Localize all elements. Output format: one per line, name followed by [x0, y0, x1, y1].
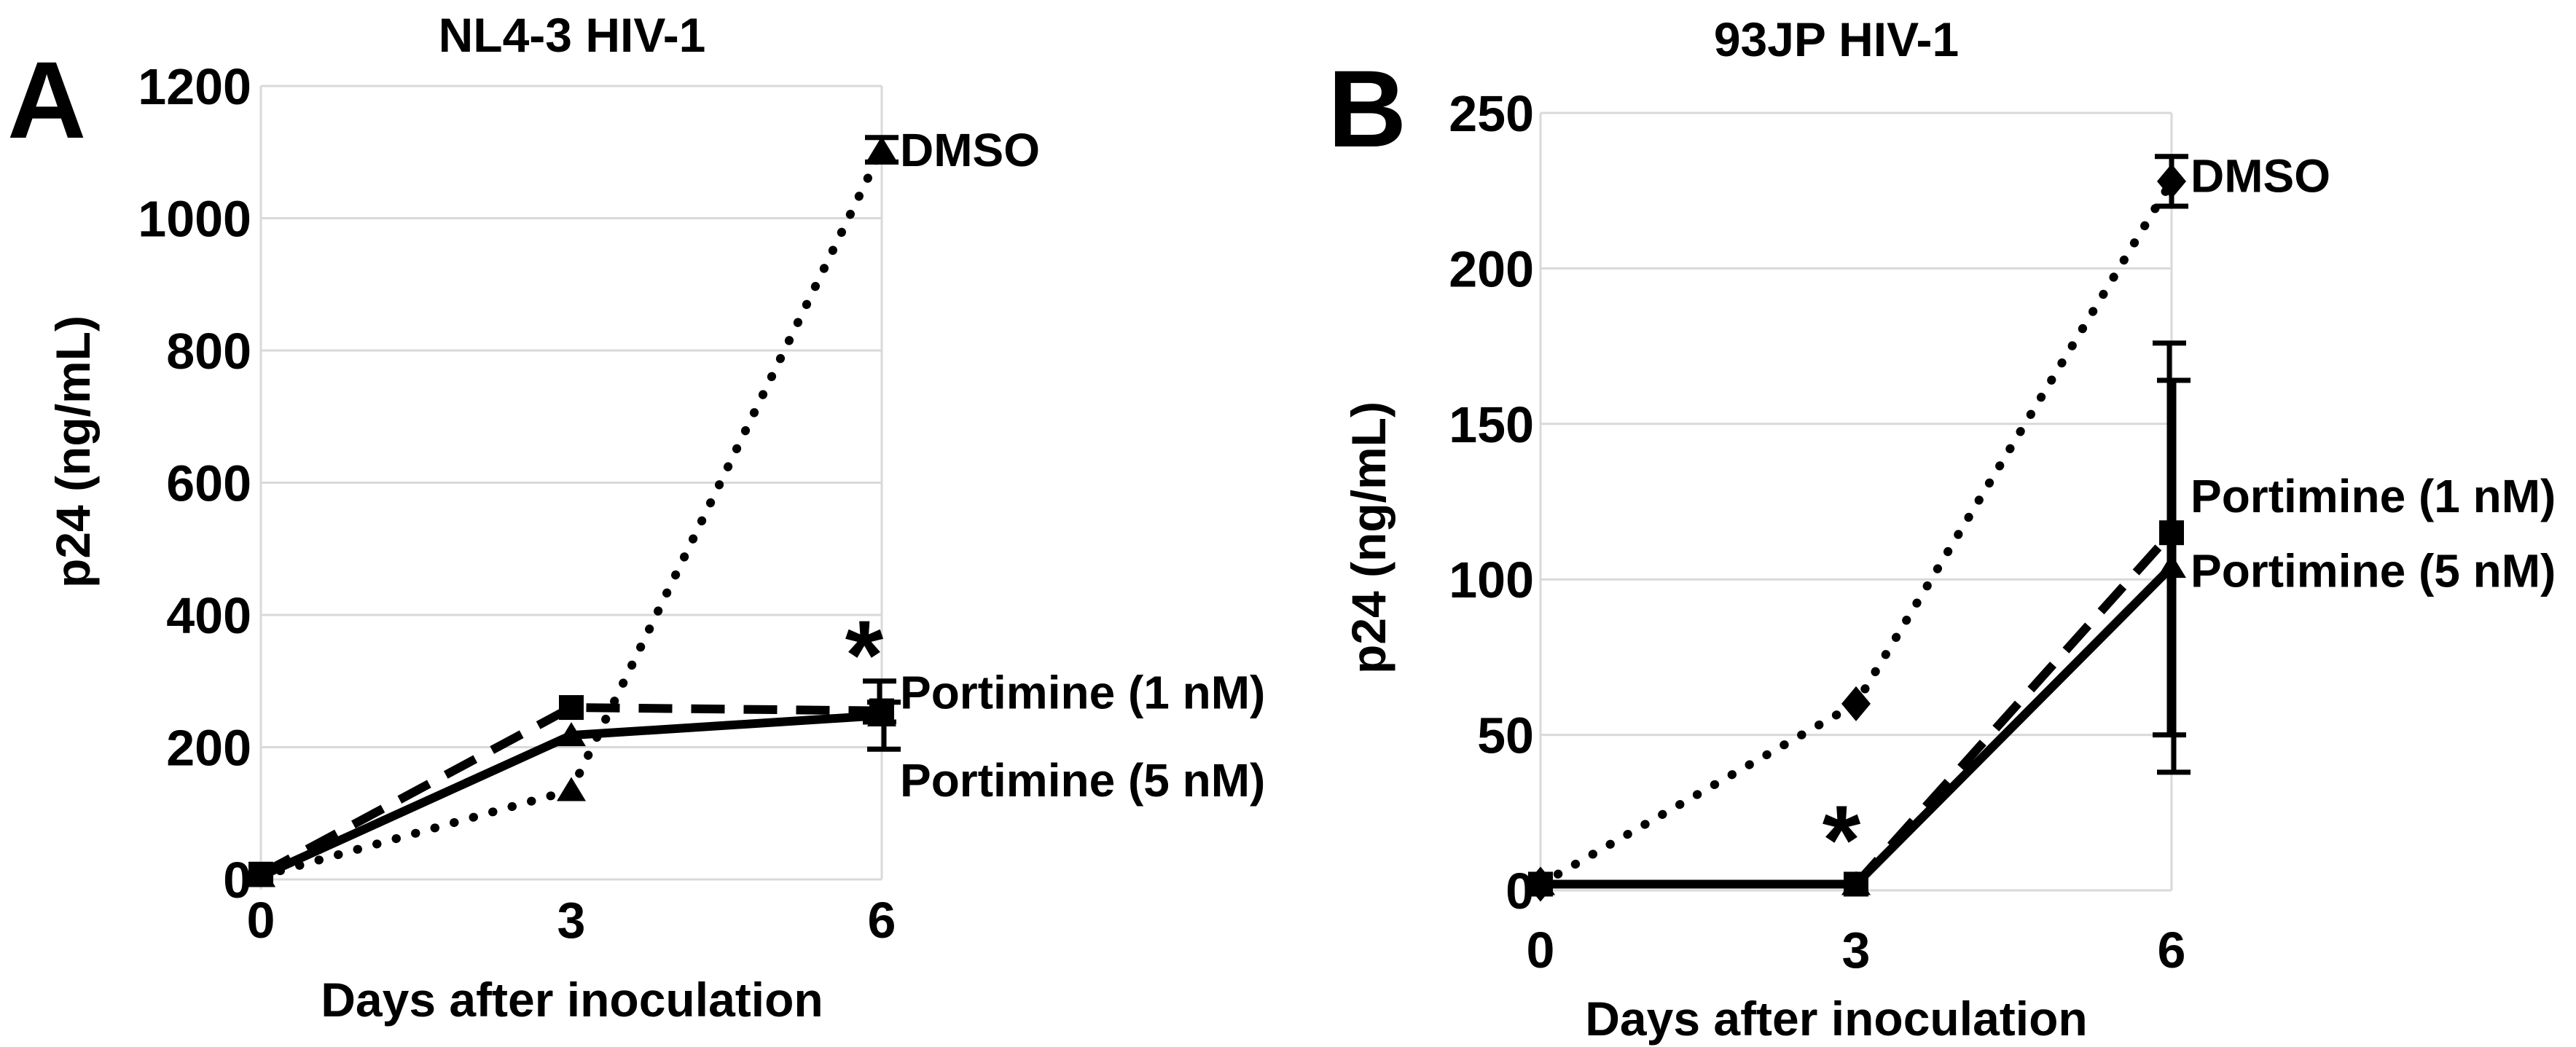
- panel-letter-b: B: [1328, 47, 1407, 170]
- x-axis-title-b: Days after inoculation: [1585, 992, 2088, 1046]
- marker-triangle: [867, 136, 896, 161]
- significance-asterisk: *: [845, 600, 884, 710]
- series-line-dmso: [1536, 176, 2176, 889]
- x-tick-label: 6: [2158, 922, 2186, 979]
- y-tick-label: 200: [166, 720, 251, 777]
- y-axis-title-a: p24 (ng/mL): [46, 315, 100, 588]
- y-tick-label: 1000: [138, 191, 251, 248]
- x-tick-label: 3: [1842, 922, 1871, 979]
- x-tick-label: 0: [1527, 922, 1555, 979]
- marker-square: [248, 861, 273, 887]
- panel-letter-a: A: [7, 39, 87, 161]
- y-tick-label: 250: [1449, 85, 1534, 142]
- series-line-dmso: [257, 145, 886, 881]
- series-label-portimine-1-nm: Portimine (1 nM): [900, 666, 1265, 718]
- marker-triangle: [557, 722, 586, 747]
- y-tick-label: 1200: [138, 58, 251, 115]
- chart-title-b: 93JP HIV-1: [1713, 12, 1960, 66]
- chart-title-a: NL4-3 HIV-1: [438, 8, 706, 62]
- y-tick-label: 0: [223, 852, 251, 909]
- marker-square: [1844, 871, 1868, 897]
- marker-triangle: [557, 777, 586, 801]
- series-label-portimine-1-nm: Portimine (1 nM): [2191, 470, 2556, 522]
- marker-diamond: [2157, 163, 2186, 199]
- y-axis-title-b: p24 (ng/mL): [1342, 401, 1395, 674]
- series-label-portimine-5-nm: Portimine (5 nM): [900, 754, 1265, 807]
- y-tick-label: 200: [1449, 240, 1534, 297]
- marker-triangle: [2157, 554, 2186, 579]
- x-tick-label: 3: [557, 892, 586, 949]
- marker-square: [869, 698, 894, 724]
- series-label-dmso: DMSO: [2191, 149, 2330, 202]
- y-tick-label: 400: [166, 587, 251, 644]
- x-tick-label: 0: [247, 892, 275, 949]
- marker-square: [2159, 520, 2184, 546]
- y-tick-label: 50: [1477, 707, 1534, 764]
- y-tick-label: 800: [166, 323, 251, 380]
- series-label-portimine-5-nm: Portimine (5 nM): [2191, 544, 2556, 597]
- x-axis-title-a: Days after inoculation: [321, 973, 823, 1027]
- marker-diamond: [1841, 686, 1871, 721]
- y-tick-label: 600: [166, 455, 251, 512]
- significance-asterisk: *: [1823, 785, 1861, 895]
- marker-square: [1528, 871, 1553, 897]
- series-line-portimine-1-nm: [259, 703, 882, 879]
- x-tick-label: 6: [868, 892, 896, 949]
- y-tick-label: 150: [1449, 396, 1534, 453]
- marker-square: [559, 695, 584, 721]
- y-tick-label: 100: [1449, 552, 1534, 608]
- series-label-dmso: DMSO: [900, 124, 1040, 176]
